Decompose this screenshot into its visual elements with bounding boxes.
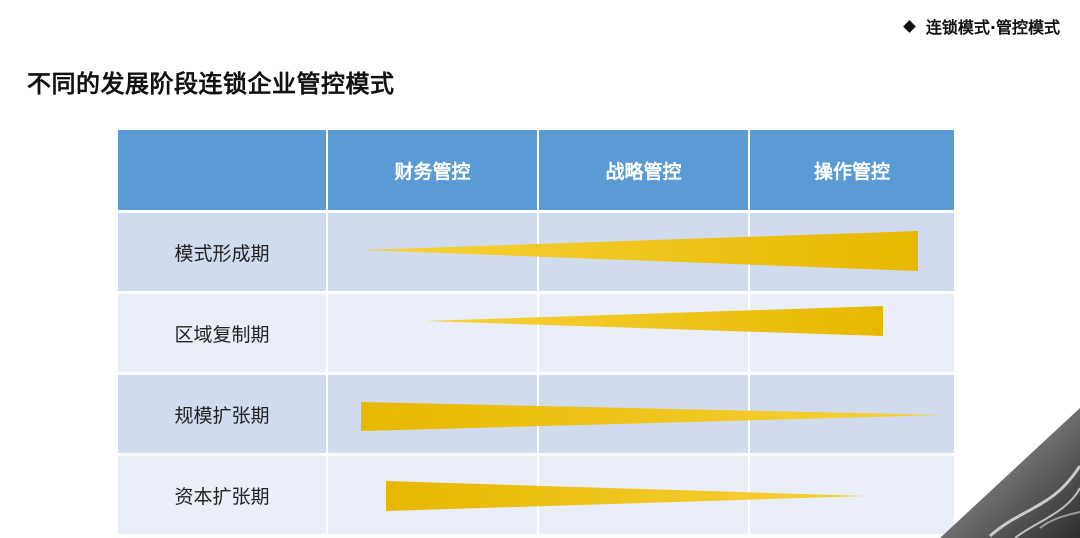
- header-operational-control: 操作管控: [750, 130, 954, 210]
- table-cell: [539, 213, 750, 291]
- table-row: 区域复制期: [118, 292, 954, 372]
- row-label-regional-replication: 区域复制期: [118, 294, 328, 372]
- section-tag: 连锁模式·管控模式: [903, 14, 1060, 38]
- control-mode-table: 财务管控 战略管控 操作管控 模式形成期 区域复制期 规模扩张期 资本扩张期: [118, 130, 954, 538]
- wave-photo-corner: [940, 408, 1080, 538]
- table-cell: [539, 375, 750, 453]
- section-tag-label: 连锁模式·管控模式: [925, 18, 1060, 37]
- header-financial-control: 财务管控: [328, 130, 539, 210]
- row-label-mode-formation: 模式形成期: [118, 213, 328, 291]
- table-cell: [750, 294, 954, 372]
- table-row: 模式形成期: [118, 211, 954, 291]
- table-row: 资本扩张期: [118, 454, 954, 534]
- table-cell: [328, 213, 539, 291]
- table-cell: [750, 213, 954, 291]
- table-row: 规模扩张期: [118, 373, 954, 453]
- table-cell: [750, 375, 954, 453]
- header-strategic-control: 战略管控: [539, 130, 750, 210]
- page-title: 不同的发展阶段连锁企业管控模式: [27, 70, 395, 98]
- table-cell: [539, 456, 750, 534]
- row-label-scale-expansion: 规模扩张期: [118, 375, 328, 453]
- table-cell: [539, 294, 750, 372]
- table-cell: [328, 375, 539, 453]
- row-label-capital-expansion: 资本扩张期: [118, 456, 328, 534]
- table-header-row: 财务管控 战略管控 操作管控: [118, 130, 954, 210]
- table-cell: [328, 294, 539, 372]
- table-cell: [328, 456, 539, 534]
- table-cell: [750, 456, 954, 534]
- diamond-icon: [903, 19, 916, 33]
- header-corner-cell: [118, 130, 328, 210]
